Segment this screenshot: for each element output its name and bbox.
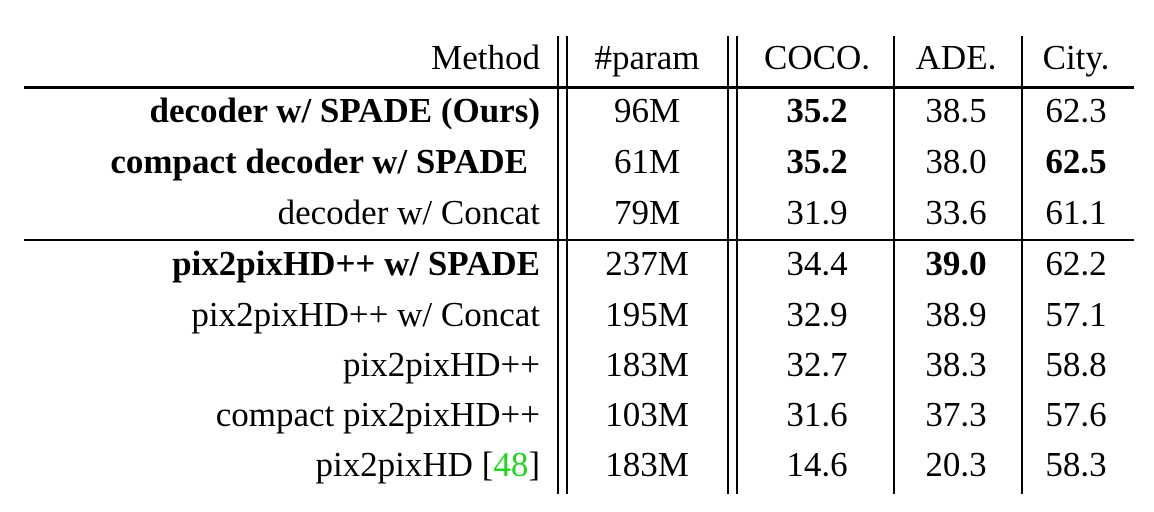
row-param: 96M — [613, 91, 681, 130]
column-divider — [893, 36, 895, 494]
column-divider — [557, 36, 559, 494]
header-param: #param — [594, 38, 700, 77]
header-method: Method — [431, 38, 540, 77]
row-coco: 32.7 — [786, 345, 848, 384]
table-row: pix2pixHD++ w/ SPADE 237M 34.4 39.0 62.2 — [0, 239, 1154, 289]
row-coco: 35.2 — [786, 91, 848, 130]
row-param: 183M — [605, 345, 689, 384]
row-coco: 35.2 — [786, 142, 848, 181]
row-method: compact decoder w/ SPADE — [110, 142, 528, 181]
row-ade: 38.3 — [925, 345, 987, 384]
row-ade: 33.6 — [925, 193, 987, 232]
row-method: pix2pixHD++ — [343, 345, 540, 384]
row-city: 61.1 — [1045, 193, 1107, 232]
row-coco: 32.9 — [786, 295, 848, 334]
group-divider — [24, 239, 1134, 241]
row-param: 61M — [613, 142, 681, 181]
column-divider — [727, 36, 729, 494]
table-row: compact decoder w/ SPADE 61M 35.2 38.0 6… — [0, 137, 1154, 187]
row-method: pix2pixHD++ w/ SPADE — [172, 244, 540, 283]
row-ade: 37.3 — [925, 395, 987, 434]
row-method: compact pix2pixHD++ — [215, 395, 540, 434]
header-ade: ADE. — [915, 38, 997, 77]
column-divider — [1021, 36, 1023, 494]
row-param: 183M — [605, 445, 689, 484]
header-row: Method #param COCO. ADE. City. — [0, 33, 1154, 83]
row-ade: 20.3 — [925, 445, 987, 484]
row-method: decoder w/ Concat — [277, 193, 540, 232]
table-row: pix2pixHD [48] 183M 14.6 20.3 58.3 — [0, 440, 1154, 490]
row-city: 62.5 — [1045, 142, 1107, 181]
citation-link[interactable]: 48 — [493, 445, 529, 484]
table-row: decoder w/ SPADE (Ours) 96M 35.2 38.5 62… — [0, 86, 1154, 136]
row-method-name: pix2pixHD — [315, 445, 473, 484]
row-city: 58.8 — [1045, 345, 1107, 384]
row-method: pix2pixHD [48] — [315, 445, 540, 484]
row-ade: 38.9 — [925, 295, 987, 334]
row-city: 62.3 — [1045, 91, 1107, 130]
column-divider — [736, 36, 738, 494]
table-row: decoder w/ Concat 79M 31.9 33.6 61.1 — [0, 188, 1154, 238]
header-city: City. — [1042, 38, 1110, 77]
row-coco: 34.4 — [786, 244, 848, 283]
row-city: 57.6 — [1045, 395, 1107, 434]
row-coco: 14.6 — [786, 445, 848, 484]
row-param: 195M — [605, 295, 689, 334]
row-city: 58.3 — [1045, 445, 1107, 484]
row-ade: 39.0 — [925, 244, 987, 283]
row-city: 57.1 — [1045, 295, 1107, 334]
row-ade: 38.5 — [925, 91, 987, 130]
row-param: 237M — [605, 244, 689, 283]
column-divider — [566, 36, 568, 494]
table-row: pix2pixHD++ w/ Concat 195M 32.9 38.9 57.… — [0, 290, 1154, 340]
row-ade: 38.0 — [925, 142, 987, 181]
row-method: decoder w/ SPADE (Ours) — [149, 91, 541, 130]
row-param: 79M — [613, 193, 681, 232]
header-rule — [24, 86, 1134, 89]
header-coco: COCO. — [764, 38, 870, 77]
row-coco: 31.9 — [786, 193, 848, 232]
row-param: 103M — [605, 395, 689, 434]
row-city: 62.2 — [1045, 244, 1107, 283]
table-row: pix2pixHD++ 183M 32.7 38.3 58.8 — [0, 340, 1154, 390]
row-coco: 31.6 — [786, 395, 848, 434]
row-method: pix2pixHD++ w/ Concat — [191, 295, 540, 334]
table-row: compact pix2pixHD++ 103M 31.6 37.3 57.6 — [0, 390, 1154, 440]
